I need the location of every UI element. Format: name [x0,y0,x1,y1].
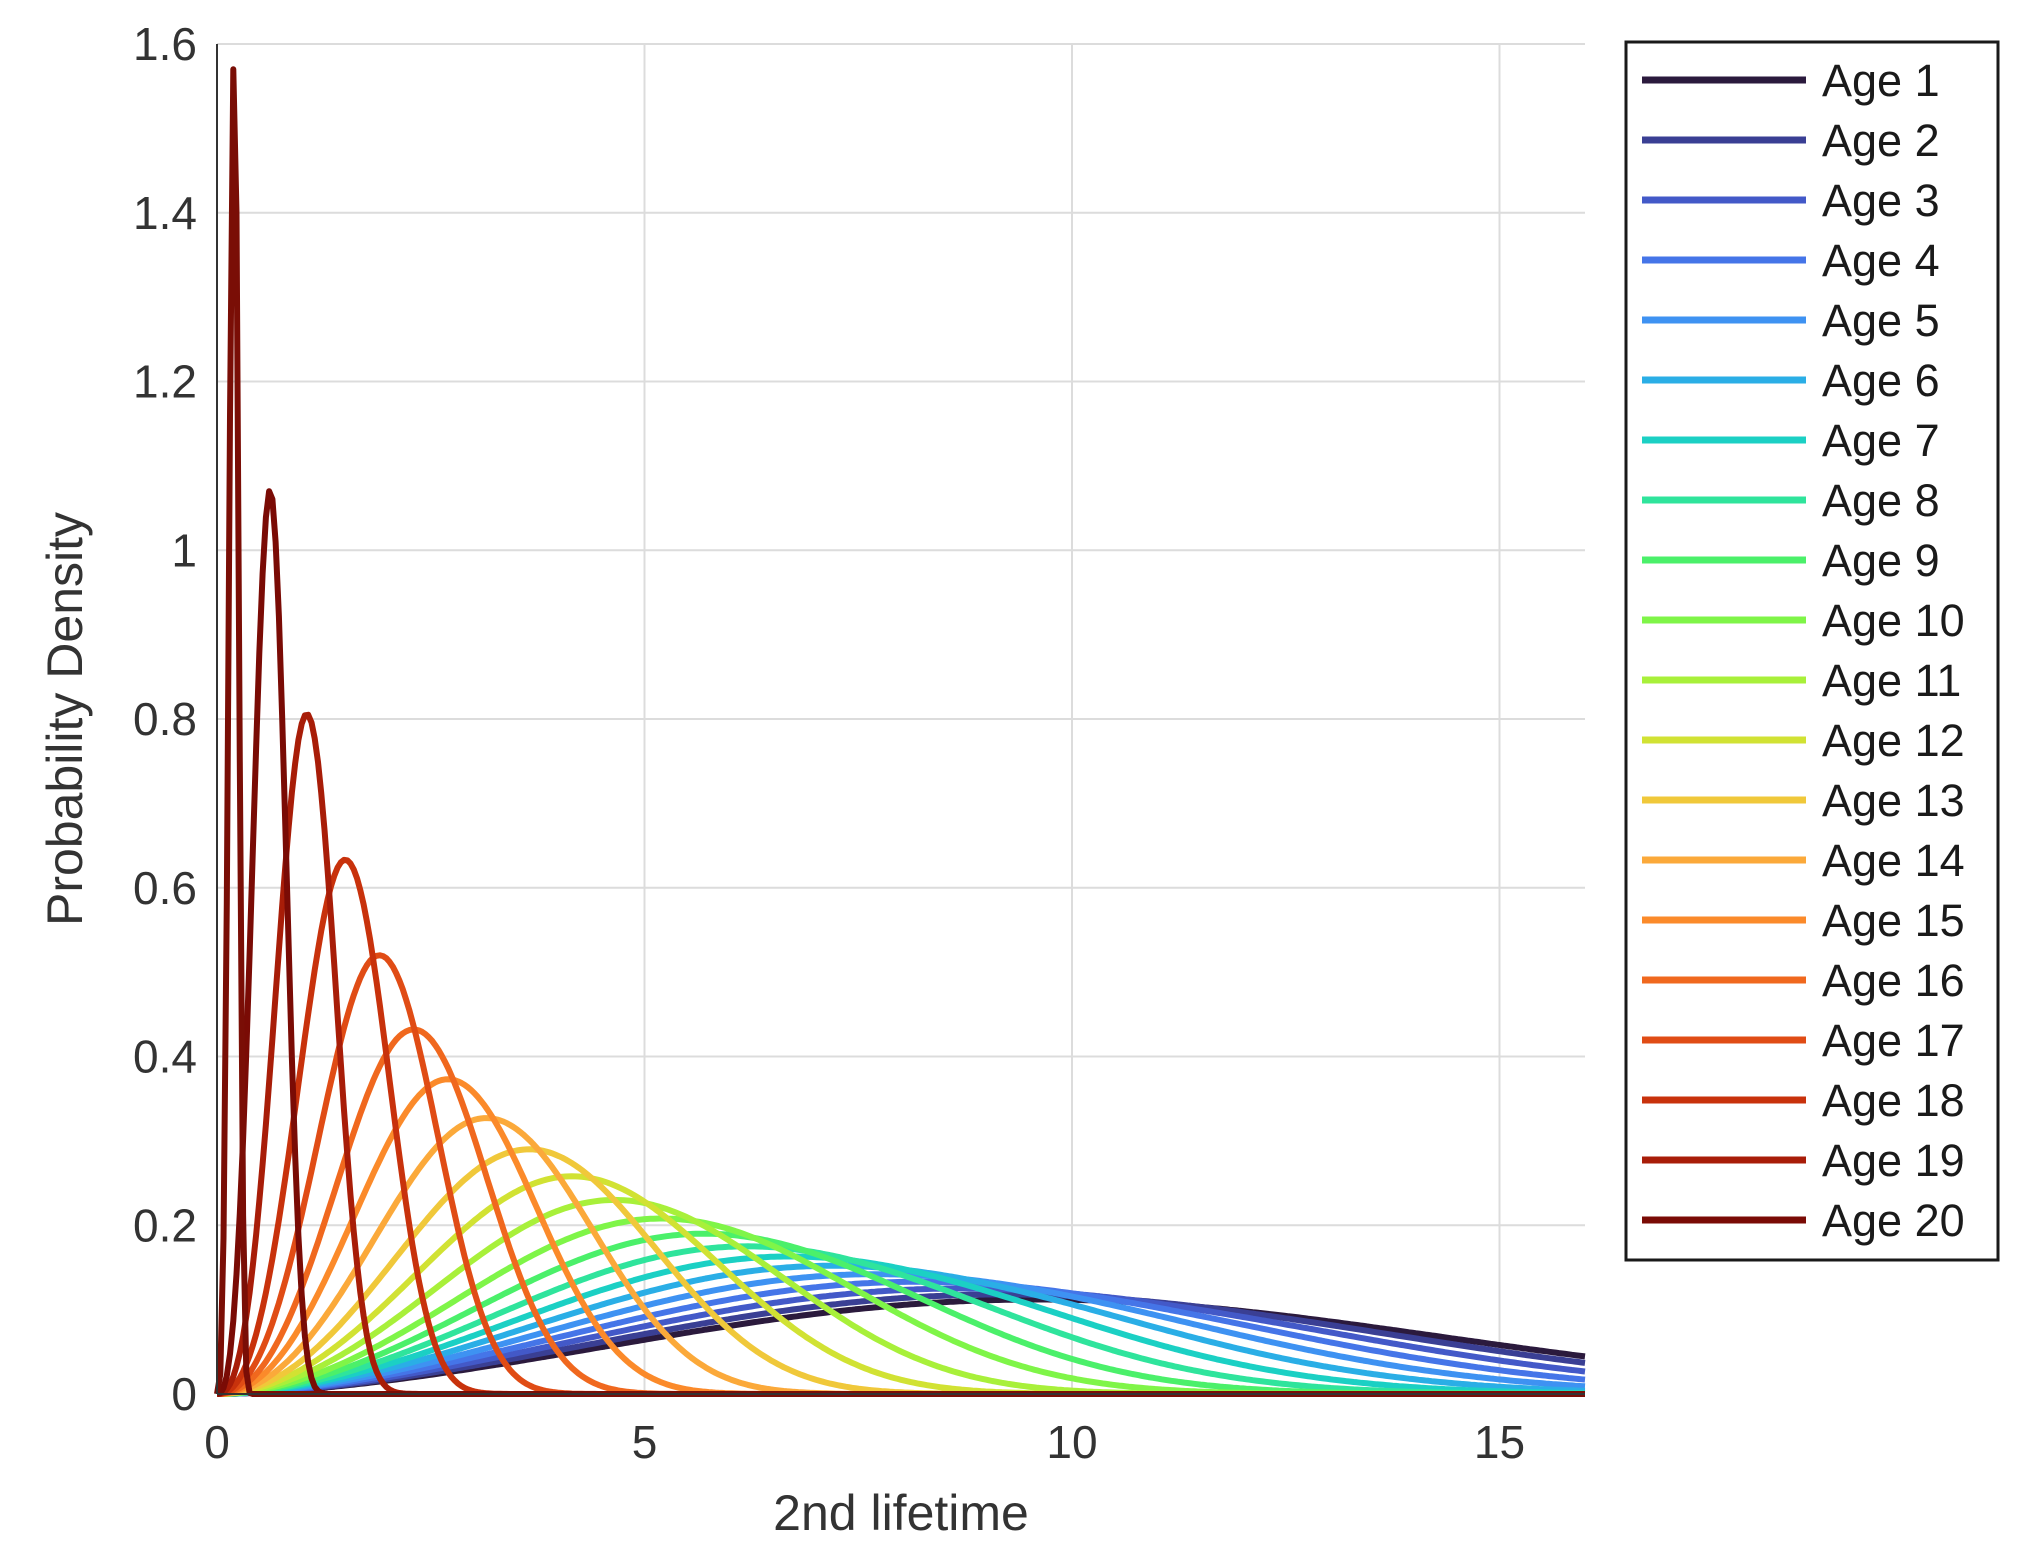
legend-label: Age 8 [1822,475,1940,526]
legend: Age 1 Age 2 Age 3 Age 4 Age 5 Age 6 Age 7 Age 8… [1624,40,2000,1262]
y-tick-label: 0.2 [133,1199,197,1251]
legend-label: Age 16 [1822,955,1965,1006]
legend-label: Age 12 [1822,715,1965,766]
y-axis-title: Probability Density [37,512,93,926]
y-tick-label: 1 [171,524,197,576]
series-line-age-7 [217,1253,1586,1397]
legend-label: Age 18 [1822,1075,1965,1126]
legend-label: Age 14 [1822,835,1965,886]
y-tick-label: 1.6 [133,18,197,70]
legend-label: Age 7 [1822,415,1940,466]
y-tick-label: 0.8 [133,693,197,745]
legend-label: Age 20 [1822,1195,1965,1246]
legend-label: Age 1 [1822,55,1940,106]
x-tick-labels: 0 5 10 15 [204,1416,1525,1468]
x-tick-label: 10 [1046,1416,1097,1468]
legend-label: Age 17 [1822,1015,1965,1066]
legend-label: Age 11 [1822,655,1961,706]
y-tick-label: 1.4 [133,187,197,239]
x-axis-title: 2nd lifetime [773,1485,1029,1541]
y-tick-label: 0.6 [133,862,197,914]
legend-label: Age 13 [1822,775,1965,826]
x-tick-label: 5 [632,1416,658,1468]
legend-label: Age 5 [1822,295,1940,346]
legend-label: Age 4 [1822,235,1940,286]
legend-label: Age 15 [1822,895,1965,946]
x-tick-label: 15 [1474,1416,1525,1468]
legend-label: Age 2 [1822,115,1940,166]
y-tick-labels: 0 0.2 0.4 0.6 0.8 1 1.2 1.4 1.6 [133,18,197,1420]
legend-label: Age 9 [1822,535,1940,586]
series-line-age-8 [217,1243,1585,1397]
legend-label: Age 3 [1822,175,1940,226]
axes [216,44,1585,1395]
legend-label: Age 6 [1822,355,1940,406]
y-tick-label: 0 [171,1368,197,1420]
legend-label: Age 10 [1822,595,1965,646]
x-tick-label: 0 [204,1416,230,1468]
legend-box [1624,40,2000,1262]
y-tick-label: 0.4 [133,1031,197,1083]
grid [216,43,1585,1395]
y-tick-label: 1.2 [133,356,197,408]
legend-label: Age 19 [1822,1135,1965,1186]
